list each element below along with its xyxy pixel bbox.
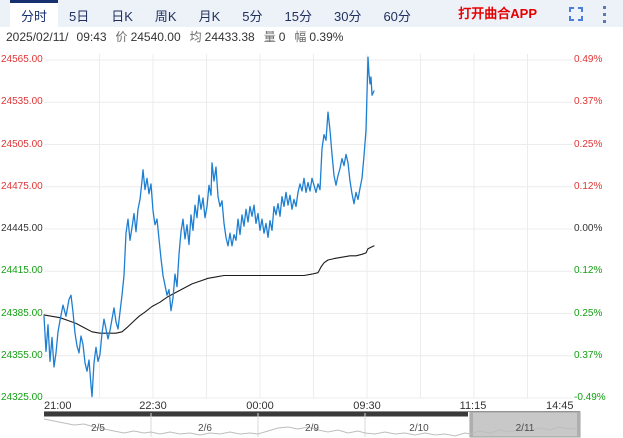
x-axis-time-label-5: 14:45	[546, 400, 574, 412]
x-axis-time-label-3: 09:30	[353, 400, 381, 412]
y-axis-right-label-1: 0.37%	[574, 96, 603, 108]
price-value: 24540.00	[130, 29, 181, 44]
price-label: 价	[115, 30, 128, 44]
y-axis-left-label-8: 24325.00	[1, 392, 43, 403]
y-axis-left-label-1: 24535.00	[1, 96, 43, 108]
tab-list: 分时 5日 日K 周K 月K 5分 15分 30分 60分	[0, 0, 422, 27]
period-tab-7[interactable]: 30分	[333, 8, 362, 24]
period-tab-0[interactable]: 分时	[10, 0, 59, 27]
avg-value: 24433.38	[204, 29, 255, 44]
period-tab-1[interactable]: 5日	[69, 8, 90, 24]
x-axis-time-label-2: 00:00	[246, 400, 274, 412]
navigator-date-2: 2/9	[305, 423, 319, 434]
y-axis-right-label-5: 0.12%	[574, 265, 603, 277]
period-tab-3[interactable]: 周K	[154, 8, 177, 24]
range-value: 0.39%	[309, 29, 344, 44]
period-tab-6[interactable]: 15分	[284, 8, 312, 24]
quote-time: 09:43	[76, 29, 107, 44]
navigator-date-0: 2/5	[91, 423, 105, 434]
period-tabbar: 分时 5日 日K 周K 月K 5分 15分 30分 60分 打开曲合APP	[0, 0, 623, 28]
y-axis-right-label-6: 0.25%	[574, 307, 603, 319]
navigator-date-3: 2/10	[409, 423, 429, 434]
range-label: 幅	[294, 30, 307, 44]
y-axis-right-label-3: 0.12%	[574, 180, 603, 192]
kebab-menu-icon[interactable]	[599, 5, 609, 24]
y-axis-left-label-4: 24445.00	[1, 223, 43, 234]
fullscreen-icon[interactable]	[569, 7, 583, 21]
volume-label: 量	[263, 30, 276, 44]
x-axis-time-label-0: 21:00	[44, 400, 72, 412]
x-axis-time-label-1: 22:30	[139, 400, 167, 412]
average-line	[43, 245, 375, 334]
y-axis-right-label-4: 0.00%	[574, 223, 603, 234]
y-axis-left-label-5: 24415.00	[1, 265, 43, 277]
volume-value: 0	[278, 29, 286, 44]
y-axis-right-label-8: -0.49%	[574, 392, 606, 403]
navigator-date-4: 2/11	[515, 423, 535, 434]
navigator-left-handle	[470, 412, 473, 437]
x-axis-time-label-4: 11:15	[459, 400, 487, 412]
avg-label: 均	[189, 30, 202, 44]
open-app-link[interactable]: 打开曲合APP	[458, 6, 537, 21]
quote-info-bar: 2025/02/11/ 09:43 价 24540.00 均 24433.38 …	[0, 27, 623, 46]
y-axis-right-label-0: 0.49%	[574, 54, 603, 65]
navigator-range-bar	[44, 412, 468, 417]
navigator-right-handle	[577, 412, 580, 437]
navigator-date-1: 2/6	[198, 423, 212, 434]
period-tab-4[interactable]: 月K	[198, 8, 221, 24]
y-axis-right-label-7: 0.37%	[574, 349, 603, 361]
y-axis-left-label-7: 24355.00	[1, 349, 43, 361]
price-line	[43, 56, 375, 398]
period-tab-5[interactable]: 5分	[242, 8, 263, 24]
y-axis-left-label-3: 24475.00	[1, 180, 43, 192]
y-axis-left-label-2: 24505.00	[1, 138, 43, 150]
y-axis-left-label-0: 24565.00	[1, 54, 43, 65]
period-tab-8[interactable]: 60分	[383, 8, 411, 24]
quote-date: 2025/02/11/	[6, 29, 69, 44]
y-axis-right-label-2: 0.25%	[574, 138, 603, 150]
y-axis-left-label-6: 24385.00	[1, 307, 43, 319]
period-tab-2[interactable]: 日K	[111, 8, 133, 24]
navigator-sparkline	[43, 418, 579, 437]
